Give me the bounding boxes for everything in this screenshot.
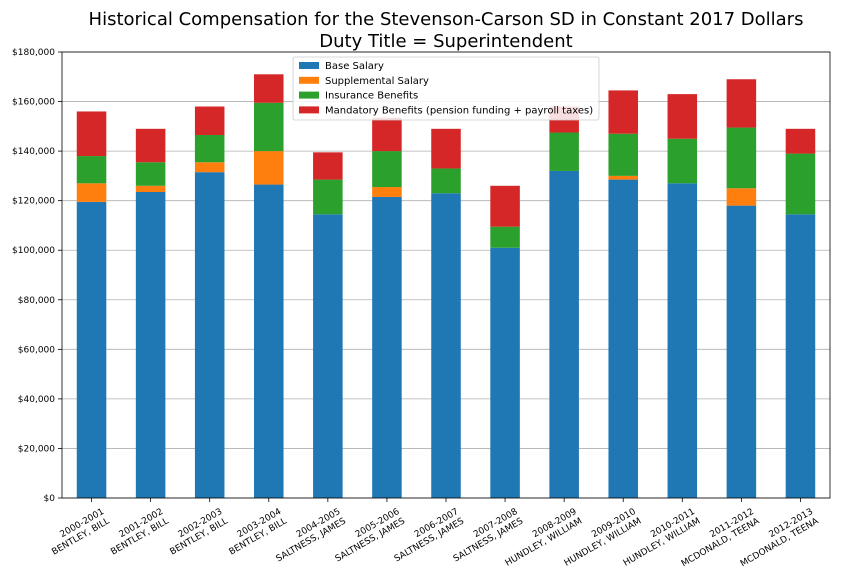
bar-segment <box>608 133 638 176</box>
bar-segment <box>313 152 343 180</box>
x-tick-label: 2000-2001BENTLEY, BILL <box>45 507 112 558</box>
bar-segment <box>726 127 757 189</box>
bar-segment <box>608 175 638 180</box>
legend-label: Insurance Benefits <box>325 91 418 102</box>
bar-segment <box>726 205 757 498</box>
y-tick-label: $100,000 <box>12 246 55 256</box>
bar-segment <box>313 214 343 499</box>
x-tick-label: 2003-2004BENTLEY, BILL <box>222 507 289 558</box>
bar-segment <box>490 226 520 248</box>
bar-segment <box>726 79 757 128</box>
bar-segment <box>372 187 402 197</box>
y-tick-label: $180,000 <box>12 48 55 58</box>
legend-label: Supplemental Salary <box>325 76 429 87</box>
bars <box>76 74 816 499</box>
legend: Base Salary Supplemental Salary Insurance … <box>292 56 600 121</box>
y-tick-label: $140,000 <box>12 147 55 157</box>
y-tick-label: $20,000 <box>18 444 55 454</box>
legend-swatch <box>299 91 319 99</box>
y-tick-label: $160,000 <box>12 98 55 108</box>
bar-segment <box>490 185 520 227</box>
bar-segment <box>254 151 284 185</box>
bar-segment <box>76 201 107 498</box>
bar-segment <box>608 179 638 498</box>
bar-segment <box>785 128 816 154</box>
bar-segment <box>549 170 579 498</box>
legend-label: Base Salary <box>325 61 384 72</box>
bar-segment <box>372 151 402 188</box>
y-tick-label: $120,000 <box>12 197 55 207</box>
bar-segment <box>76 183 107 202</box>
legend-swatch <box>299 76 319 84</box>
axes: $0 $20,000 $40,000 $60,000 $80,000 $100,000 $1… <box>12 48 831 569</box>
bar-segment <box>431 168 461 194</box>
bar-segment <box>372 196 402 498</box>
legend-box <box>292 56 600 121</box>
bar-segment <box>135 185 166 192</box>
bar-segment <box>254 102 284 152</box>
bar-segment <box>490 247 520 498</box>
bar-segment <box>76 111 107 157</box>
bar-segment <box>194 162 225 173</box>
bar-segment <box>194 172 225 498</box>
legend-label: Mandatory Benefits (pension funding + pa… <box>325 105 593 116</box>
bar-segment <box>667 94 698 139</box>
bar-segment <box>313 179 343 215</box>
bar-segment <box>76 156 107 184</box>
y-tick-label: $0 <box>44 494 56 504</box>
bar-segment <box>785 153 816 215</box>
legend-swatch <box>299 62 319 69</box>
y-tick-label: $40,000 <box>18 395 55 405</box>
bar-segment <box>431 193 461 498</box>
bar-segment <box>431 128 461 169</box>
bar-segment <box>549 132 579 171</box>
bar-segment <box>135 162 166 186</box>
bar-segment <box>135 191 166 498</box>
x-tick-label: 2001-2002BENTLEY, BILL <box>104 507 171 558</box>
legend-swatch <box>299 106 319 114</box>
y-tick-label: $60,000 <box>18 345 55 355</box>
y-tick-label: $80,000 <box>18 296 55 306</box>
bar-segment <box>785 214 816 499</box>
bar-segment <box>608 90 638 134</box>
bar-segment <box>254 74 284 103</box>
bar-segment <box>667 138 698 184</box>
bar-segment <box>254 184 284 499</box>
bar-segment <box>726 188 757 206</box>
x-tick-label: 2002-2003BENTLEY, BILL <box>163 507 230 558</box>
bar-segment <box>667 183 698 499</box>
bar-segment <box>135 128 166 163</box>
bar-segment <box>194 106 225 136</box>
chart-subtitle: Duty Title = Superintendent <box>319 31 572 52</box>
bar-segment <box>372 117 402 152</box>
bar-segment <box>194 135 225 163</box>
plot-frame <box>61 51 831 499</box>
chart-title: Historical Compensation for the Stevenso… <box>89 9 804 30</box>
